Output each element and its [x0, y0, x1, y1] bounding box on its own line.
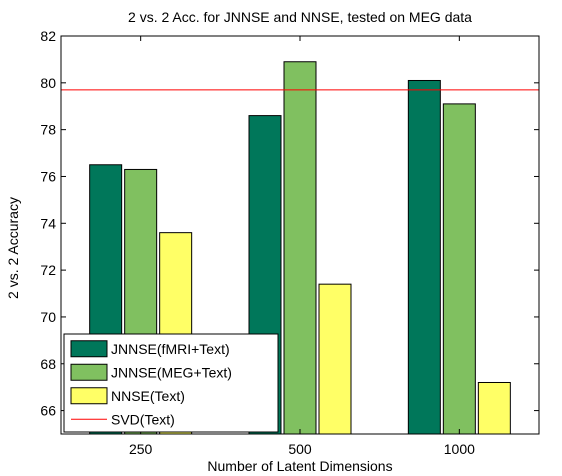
legend-label-svd-text-: SVD(Text): [111, 411, 175, 427]
y-tick-label: 72: [40, 262, 56, 278]
bar-jnnse-meg-text--500: [283, 61, 317, 435]
legend-swatch-jnnse-fmri-text-: [70, 340, 108, 358]
y-tick-label: 76: [40, 168, 56, 184]
y-tick-label: 78: [40, 122, 56, 138]
bar-jnnse-meg-text--1000: [442, 103, 476, 435]
legend-label-nnse-text-: NNSE(Text): [111, 388, 185, 404]
chart-title: 2 vs. 2 Acc. for JNNSE and NNSE, tested …: [128, 9, 472, 25]
legend-label-jnnse-meg-text-: JNNSE(MEG+Text): [111, 364, 232, 380]
x-tick-label-500: 500: [288, 441, 312, 457]
x-tick-label-250: 250: [129, 441, 153, 457]
x-tick-label-1000: 1000: [444, 441, 475, 457]
y-tick-label: 74: [40, 215, 56, 231]
y-tick-label: 68: [40, 356, 56, 372]
legend-swatch-jnnse-meg-text-: [70, 363, 108, 381]
bar-jnnse-fmri-text--1000: [407, 79, 441, 435]
bar-nnse-text--500: [318, 283, 352, 435]
y-tick-label: 82: [40, 28, 56, 44]
x-axis-label: Number of Latent Dimensions: [207, 458, 392, 474]
legend: JNNSE(fMRI+Text) JNNSE(MEG+Text) NNSE(Text…: [63, 333, 279, 433]
y-axis-label: 2 vs. 2 Accuracy: [5, 197, 21, 299]
legend-swatch-nnse-text-: [70, 387, 108, 405]
legend-label-jnnse-fmri-text-: JNNSE(fMRI+Text): [111, 341, 230, 357]
y-tick-label: 80: [40, 75, 56, 91]
y-tick-label: 66: [40, 403, 56, 419]
bar-nnse-text--1000: [477, 381, 511, 435]
y-tick-label: 70: [40, 309, 56, 325]
